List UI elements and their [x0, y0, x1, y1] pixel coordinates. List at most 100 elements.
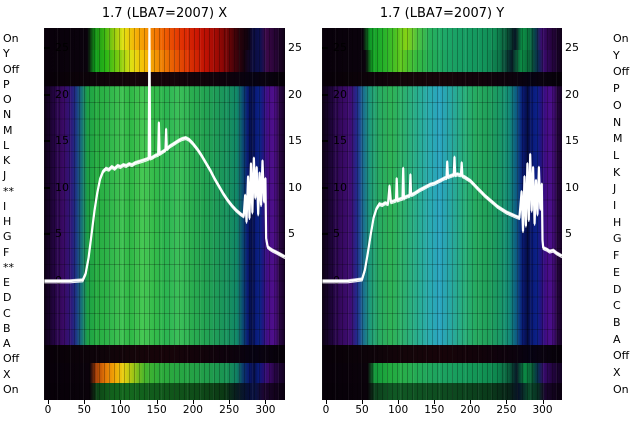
row-label: G — [613, 232, 622, 246]
row-off-bottom — [44, 344, 285, 363]
row-label: Off — [613, 65, 630, 79]
row-label: C — [3, 306, 11, 320]
row-label: D — [613, 282, 622, 296]
y-tick-mark — [322, 186, 328, 189]
row-label: D — [3, 291, 12, 305]
y-tick-label: 25 — [333, 41, 347, 55]
x-tick-mark — [156, 400, 158, 404]
panel-y-title: 1.7 (LBA7=2007) Y — [379, 6, 505, 21]
row-label: X — [3, 367, 11, 381]
row-off-top — [322, 71, 562, 86]
x-tick-label: 300 — [532, 404, 553, 416]
row-on-bottom — [322, 382, 562, 400]
heatmap-x: 25 20 15 10 5 0 — [44, 28, 285, 400]
row-label: H — [3, 215, 12, 228]
row-label: Off — [3, 352, 20, 366]
row-label: N — [613, 115, 622, 129]
y-tick-label-right: 10 — [565, 180, 579, 194]
row-label: H — [613, 215, 622, 229]
row-label: Off — [613, 349, 630, 363]
row-label: M — [613, 132, 623, 146]
x-tick-label: 100 — [388, 404, 409, 416]
row-label: A — [613, 332, 621, 346]
y-tick-label: 10 — [55, 180, 69, 194]
x-tick-mark — [362, 400, 364, 404]
x-axis-right-panel: 0 50 100 150 200 250 300 — [322, 400, 562, 422]
y-tick-label: 5 — [333, 227, 340, 241]
row-label: K — [613, 165, 621, 179]
x-tick-label: 0 — [322, 404, 330, 416]
x-tick-label: 200 — [182, 404, 203, 416]
y-tick-label-right: 15 — [565, 134, 579, 148]
x-tick-label: 150 — [424, 404, 445, 416]
x-tick-label: 100 — [110, 404, 131, 416]
y-tick-label-right: 5 — [288, 227, 295, 241]
row-label: I — [613, 199, 617, 213]
panel-y: 1.7 (LBA7=2007) Y 25 20 15 10 5 0 0 50 100 150 20… — [322, 0, 579, 440]
row-label: X — [613, 366, 621, 380]
row-label: P — [3, 77, 10, 91]
y-tick-label-right: 20 — [565, 87, 579, 101]
panel-x-title: 1.7 (LBA7=2007) X — [101, 6, 228, 21]
y-tick-label: 5 — [55, 227, 62, 241]
row-label: On — [3, 382, 19, 396]
row-label: Y — [613, 48, 620, 62]
row-y — [322, 50, 562, 72]
x-tick-label: 0 — [44, 404, 52, 416]
row-label: C — [613, 299, 621, 313]
x-tick-label: 50 — [355, 404, 369, 416]
y-tick-label-right: 10 — [288, 180, 302, 194]
y-tick-label-right: 15 — [288, 134, 302, 148]
row-on-bottom — [44, 382, 285, 400]
row-label: F — [613, 249, 620, 263]
row-label: A — [3, 337, 11, 350]
x-tick-mark — [192, 400, 194, 404]
row-flag-marker: ** — [3, 260, 14, 274]
row-label: N — [3, 108, 12, 122]
y-tick-label: 10 — [333, 180, 347, 194]
y-tick-label: 25 — [55, 41, 69, 55]
x-tick-mark — [229, 400, 231, 404]
bandpass-curve — [44, 29, 285, 284]
row-label: On — [613, 32, 629, 45]
y-tick-mark — [322, 93, 328, 96]
x-tick-mark — [325, 400, 327, 404]
row-x — [44, 362, 285, 383]
row-flag-marker: ** — [3, 184, 14, 198]
row-label: J — [3, 169, 7, 183]
row-x — [322, 362, 562, 383]
x-tick-label: 150 — [146, 404, 167, 416]
row-off-top — [44, 71, 285, 86]
x-tick-mark — [47, 400, 49, 404]
y-tick-label-right: 25 — [288, 41, 302, 55]
y-tick-label: 20 — [55, 87, 69, 101]
row-on-top — [322, 28, 562, 51]
y-tick-label: 20 — [333, 87, 347, 101]
bandpass-curve — [44, 28, 285, 281]
bandpass-line-y — [322, 152, 562, 284]
panel-x: 1.7 (LBA7=2007) X 25 20 15 10 5 0 0 50 100 150 20… — [44, 0, 302, 440]
x-tick-label: 250 — [496, 404, 517, 416]
y-tick-label-right: 5 — [565, 227, 572, 241]
x-tick-mark — [120, 400, 122, 404]
row-labels-right: On Y Off P O N M L K J I H G F E D C B A Off X On — [613, 28, 639, 400]
row-label: J — [613, 182, 617, 196]
row-label: Off — [3, 62, 20, 76]
row-label: I — [3, 199, 7, 213]
y-tick-label-right: 20 — [288, 87, 302, 101]
heatmap-y: 25 20 15 10 5 0 — [322, 28, 562, 400]
row-label: On — [613, 382, 629, 396]
row-on-top — [44, 28, 285, 51]
x-axis-left-panel: 0 50 100 150 200 250 300 — [44, 400, 285, 422]
y-tick-mark — [322, 47, 328, 50]
bandpass-line-x — [44, 28, 285, 284]
x-tick-mark — [84, 400, 86, 404]
row-y — [44, 50, 285, 72]
row-label: L — [3, 138, 10, 152]
row-label: O — [3, 93, 12, 106]
row-label: Y — [3, 47, 10, 61]
y-tick-label: 15 — [55, 134, 69, 148]
x-tick-label: 200 — [460, 404, 481, 416]
row-label: P — [613, 82, 620, 96]
x-tick-mark — [470, 400, 472, 404]
